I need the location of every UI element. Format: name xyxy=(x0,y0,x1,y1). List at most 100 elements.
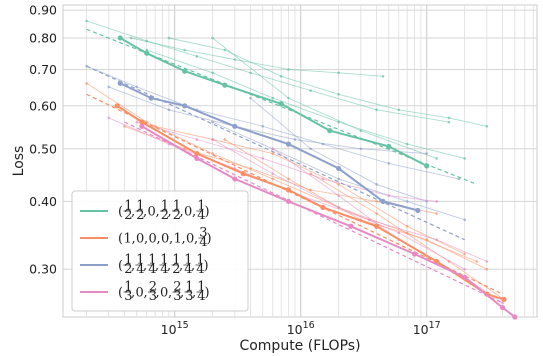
run-point xyxy=(309,89,312,92)
frontier-point xyxy=(415,207,421,214)
run-point xyxy=(359,129,363,132)
legend-paren: ( xyxy=(118,205,123,220)
y-axis-label: Loss xyxy=(11,146,27,177)
run-point xyxy=(167,108,171,112)
run-point xyxy=(211,71,214,75)
frontier-point xyxy=(373,223,380,229)
frontier-point xyxy=(336,165,342,172)
legend-numerator: 1 xyxy=(196,253,204,268)
x-tick-label: 1017 xyxy=(413,320,441,337)
run-line xyxy=(212,37,437,159)
x-axis-label: Compute (FLOPs) xyxy=(239,338,360,354)
run-point xyxy=(85,19,88,23)
frontier-point xyxy=(232,123,238,129)
x-tick-base: 10 xyxy=(413,322,429,337)
frontier-point xyxy=(285,141,292,147)
frontier-point xyxy=(285,198,292,205)
run-point xyxy=(129,36,133,40)
legend: (12, 12, 0, 12, 12, 0, 14)(1, 0, 0, 0, 1, 0, 34)(12,… xyxy=(71,190,249,312)
frontier-point xyxy=(501,296,507,302)
legend-denominator: 3 xyxy=(149,289,157,304)
legend-denominator: 4 xyxy=(136,262,144,277)
legend-comma: , xyxy=(155,259,159,274)
legend-denominator: 2 xyxy=(161,208,169,223)
frontier-point xyxy=(240,171,246,177)
run-point xyxy=(405,142,409,146)
legend-numerator: 1 xyxy=(124,253,132,268)
run-point xyxy=(261,157,265,160)
frontier-line xyxy=(119,82,419,212)
run-point xyxy=(381,74,385,78)
y-axis-ticks: 0.90 0.80 0.70 0.60 0.50 0.40 0.30 xyxy=(29,3,57,277)
run-point xyxy=(271,147,275,151)
fit-line xyxy=(86,65,465,241)
legend-numerator: 1 xyxy=(136,253,144,268)
run-line xyxy=(250,97,427,202)
run-line xyxy=(130,37,384,77)
legend-denominator: 3 xyxy=(124,289,132,304)
run-point xyxy=(211,120,214,124)
frontier-point xyxy=(424,163,430,169)
legend-term: 1 xyxy=(124,232,132,247)
frontier-point xyxy=(117,80,123,86)
legend-box xyxy=(71,190,249,312)
run-point xyxy=(435,212,438,215)
frontier-point xyxy=(139,123,145,129)
run-point xyxy=(233,58,237,61)
run-line xyxy=(136,121,437,202)
legend-comma: , xyxy=(169,232,173,247)
run-point xyxy=(309,188,312,192)
frontier-point xyxy=(499,304,506,311)
frontier-point xyxy=(462,274,468,280)
x-tick-label: 1015 xyxy=(161,320,189,337)
run-point xyxy=(337,206,340,209)
legend-comma: , xyxy=(192,205,196,220)
run-point xyxy=(271,172,275,175)
run-point xyxy=(387,162,391,165)
frontier-point xyxy=(278,101,284,107)
legend-denominator: 4 xyxy=(160,262,168,277)
run-point xyxy=(425,200,429,203)
run-point xyxy=(397,108,401,112)
run-point xyxy=(287,177,290,181)
x-tick-exponent: 17 xyxy=(429,320,441,331)
legend-denominator: 4 xyxy=(199,235,207,250)
run-point xyxy=(249,96,252,100)
run-point xyxy=(405,200,409,203)
run-point xyxy=(337,194,340,197)
y-tick-label: 0.80 xyxy=(29,30,57,45)
run-point xyxy=(425,152,429,155)
x-tick-label: 1016 xyxy=(287,320,315,337)
legend-numerator: 1 xyxy=(197,280,205,295)
run-point xyxy=(397,231,401,235)
frontier-line xyxy=(116,104,505,301)
frontier-point xyxy=(411,251,418,257)
legend-paren: ) xyxy=(205,205,210,220)
run-point xyxy=(85,82,88,85)
legend-comma: , xyxy=(131,205,135,220)
run-point xyxy=(271,177,275,181)
run-line xyxy=(146,49,465,159)
legend-term: 0 xyxy=(136,232,144,247)
y-tick-label: 0.40 xyxy=(29,194,57,209)
legend-denominator: 4 xyxy=(184,262,192,277)
frontier-point xyxy=(327,128,333,134)
frontier-point xyxy=(182,103,188,109)
legend-comma: , xyxy=(179,259,183,274)
legend-numerator: 1 xyxy=(185,280,193,295)
run-point xyxy=(249,167,252,170)
y-tick-label: 0.90 xyxy=(29,3,57,18)
legend-comma: , xyxy=(143,205,147,220)
run-point xyxy=(375,200,378,203)
legend-entry-label: (1, 0, 0, 0, 1, 0, 34) xyxy=(118,226,212,251)
frontier-line xyxy=(119,37,428,167)
run-point xyxy=(135,85,139,89)
legend-denominator: 2 xyxy=(173,208,181,223)
x-tick-exponent: 15 xyxy=(177,320,189,331)
legend-numerator: 1 xyxy=(173,199,181,214)
individual-runs xyxy=(85,19,506,305)
legend-comma: , xyxy=(168,205,172,220)
run-point xyxy=(387,194,391,197)
frontier-point xyxy=(114,103,120,109)
frontier-point xyxy=(194,155,200,162)
